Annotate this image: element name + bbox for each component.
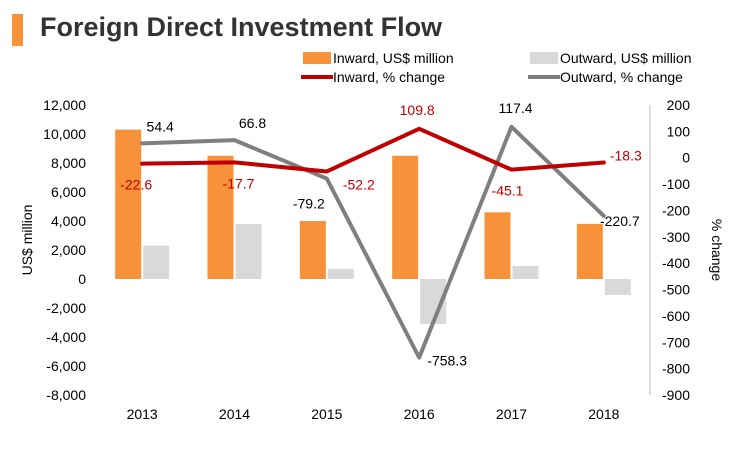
y2-tick-label: -100 (662, 176, 690, 192)
outward-change-label: 117.4 (499, 100, 533, 116)
y-tick-label: -4,000 (46, 329, 86, 345)
outward-change-label: 66.8 (239, 115, 266, 131)
y-tick-label: 0 (78, 271, 86, 287)
inward-change-label: -22.6 (120, 177, 152, 193)
y2-tick-label: -700 (662, 334, 690, 350)
outward-change-label: -758.3 (427, 353, 467, 369)
y2-tick-label: 0 (682, 150, 690, 166)
outward-change-label: 54.4 (147, 118, 174, 134)
y-axis-left: 12,000 10,000 8,000 6,000 4,000 2,000 0 -2,000 -… (19, 97, 86, 403)
y2-tick-label: -300 (662, 229, 690, 245)
x-tick-label: 2016 (404, 406, 435, 422)
legend-label: Inward, % change (333, 69, 445, 85)
x-tick-label: 2018 (588, 406, 619, 422)
bars (115, 129, 631, 324)
outward-bar (604, 279, 631, 295)
inward-bar (207, 155, 234, 279)
x-tick-label: 2014 (219, 406, 250, 422)
y2-tick-label: -200 (662, 202, 690, 218)
y2-tick-label: -400 (662, 255, 690, 271)
x-tick-label: 2017 (496, 406, 527, 422)
y2-tick-label: 200 (667, 97, 691, 113)
inward-change-label: 109.8 (400, 102, 435, 118)
legend-swatch-bar (530, 52, 558, 64)
outward-change-label: -79.2 (293, 196, 325, 212)
y2-tick-label: -500 (662, 282, 690, 298)
x-axis: 2013 2014 2015 2016 2017 2018 (127, 406, 620, 422)
y-tick-label: 8,000 (51, 155, 86, 171)
x-tick-label: 2015 (311, 406, 342, 422)
y-axis-title: US$ million (19, 205, 35, 276)
inward-bar (484, 212, 511, 279)
legend-swatch-bar (303, 52, 331, 64)
page-title: Foreign Direct Investment Flow (40, 12, 443, 42)
y-tick-label: 6,000 (51, 184, 86, 200)
data-labels: 54.4 66.8 -79.2 -758.3 117.4 -220.7 -22.6 -17.7… (120, 100, 642, 369)
inward-change-label: -52.2 (343, 176, 375, 192)
y-tick-label: 2,000 (51, 242, 86, 258)
inward-change-label: -18.3 (610, 148, 642, 164)
y2-axis-title: % change (709, 219, 725, 281)
y-tick-label: -6,000 (46, 358, 86, 374)
inward-change-line (140, 126, 606, 174)
title-accent-bar (12, 14, 23, 46)
legend-label: Outward, US$ million (560, 50, 692, 66)
outward-bar (143, 245, 170, 279)
lines (140, 124, 606, 360)
y2-tick-label: 100 (667, 123, 691, 139)
outward-bar (327, 268, 354, 279)
inward-bar (576, 223, 603, 279)
legend: Inward, US$ million Outward, US$ million I… (301, 50, 692, 85)
inward-change-label: -17.7 (223, 175, 255, 191)
inward-change-label: -45.1 (492, 183, 524, 199)
y2-tick-label: -600 (662, 308, 690, 324)
y-tick-label: 4,000 (51, 213, 86, 229)
outward-bar (235, 223, 262, 279)
x-tick-label: 2013 (127, 406, 158, 422)
outward-change-line (140, 124, 606, 360)
y-tick-label: -8,000 (46, 387, 86, 403)
y-tick-label: -2,000 (46, 300, 86, 316)
y2-tick-label: -900 (662, 387, 690, 403)
outward-change-label: -220.7 (600, 213, 640, 229)
y2-tick-label: -800 (662, 361, 690, 377)
legend-label: Inward, US$ million (333, 50, 454, 66)
outward-bar (512, 265, 539, 279)
y-tick-label: 12,000 (43, 97, 86, 113)
inward-bar (392, 155, 419, 279)
y-tick-label: 10,000 (43, 126, 86, 142)
y-axis-right: 200 100 0 -100 -200 -300 -400 -500 -600 -700 -800 -… (649, 97, 725, 403)
legend-label: Outward, % change (560, 69, 683, 85)
inward-bar (115, 129, 142, 279)
inward-bar (299, 221, 326, 279)
